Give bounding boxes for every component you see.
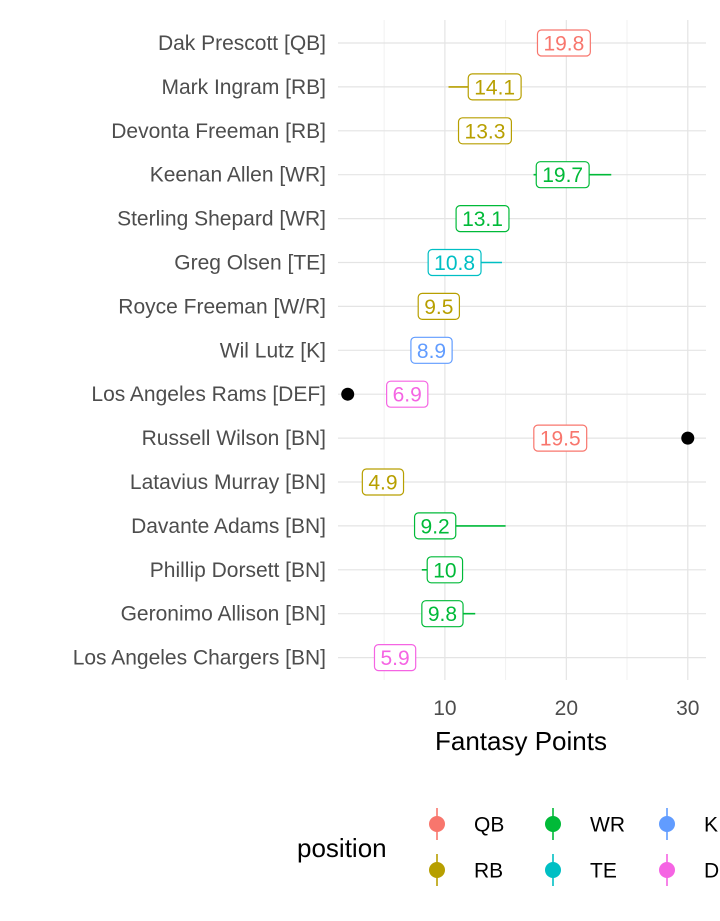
legend-entry: QB xyxy=(429,808,504,840)
player-mark: 9.8 xyxy=(421,600,476,628)
player-mark: 9.2 xyxy=(413,512,506,540)
actual-points-dot xyxy=(681,431,695,445)
legend-key-dot xyxy=(659,862,675,878)
data-label: 8.9 xyxy=(417,340,446,363)
data-label-box xyxy=(361,468,405,496)
data-label: 6.9 xyxy=(393,384,422,407)
data-label-box xyxy=(410,336,453,364)
legend-key-dot xyxy=(429,816,445,832)
y-tick-label: Devonta Freeman [RB] xyxy=(111,120,326,143)
legend-key-dot xyxy=(545,862,561,878)
y-tick-label: Mark Ingram [RB] xyxy=(161,76,326,99)
legend-label: K xyxy=(704,814,718,837)
player-mark: 13.3 xyxy=(457,117,512,145)
x-tick-label: 20 xyxy=(555,697,578,720)
data-label: 9.2 xyxy=(421,515,450,538)
player-mark: 19.5 xyxy=(533,424,695,452)
data-label-box xyxy=(455,205,510,233)
grid xyxy=(338,20,706,680)
player-mark: 8.9 xyxy=(410,336,453,364)
actual-points-dot xyxy=(341,387,355,401)
data-label: 4.9 xyxy=(368,472,397,495)
y-tick-label: Wil Lutz [K] xyxy=(220,339,326,362)
player-mark: 6.9 xyxy=(341,380,429,408)
legend-entry: K xyxy=(659,808,718,840)
data-label: 19.8 xyxy=(543,33,584,56)
data-label: 10 xyxy=(433,559,456,582)
player-mark: 14.1 xyxy=(448,73,522,101)
legend-title: position xyxy=(297,833,387,863)
y-tick-label: Los Angeles Chargers [BN] xyxy=(73,647,326,670)
y-tick-label: Dak Prescott [QB] xyxy=(158,32,326,55)
y-tick-label: Phillip Dorsett [BN] xyxy=(150,559,326,582)
data-label: 10.8 xyxy=(434,252,475,275)
data-label-box xyxy=(427,248,482,277)
y-axis-labels: Dak Prescott [QB] Mark Ingram [RB] Devonta… xyxy=(73,32,326,670)
legend-key-dot xyxy=(659,816,675,832)
data-label-box xyxy=(467,73,522,101)
legend-entry: DEF xyxy=(659,854,720,886)
data-marks: 19.8 14.1 13.3 19.7 13.1 10.8 9.5 8.9 6.9 19.5 4.9… xyxy=(341,29,695,672)
player-mark: 9.5 xyxy=(417,292,461,320)
data-label: 5.9 xyxy=(380,647,409,670)
player-mark: 5.9 xyxy=(373,643,417,672)
data-label-box xyxy=(386,380,429,408)
y-tick-label: Geronimo Allison [BN] xyxy=(121,603,326,626)
legend-keys: QB RB WR TE K DEF xyxy=(429,808,720,886)
data-label-box xyxy=(421,600,464,628)
legend-label: RB xyxy=(474,860,503,883)
player-mark: 10 xyxy=(421,556,464,584)
data-label-box xyxy=(373,643,417,672)
legend-label: DEF xyxy=(704,860,720,883)
legend: position QB RB WR TE K DEF xyxy=(297,808,720,886)
legend-label: QB xyxy=(474,814,504,837)
legend-entry: TE xyxy=(545,854,617,886)
y-tick-label: Russell Wilson [BN] xyxy=(142,427,326,450)
legend-entry: RB xyxy=(429,854,503,886)
player-mark: 4.9 xyxy=(361,468,405,496)
player-mark: 19.7 xyxy=(533,161,612,189)
data-label: 9.5 xyxy=(424,296,453,319)
data-label-box xyxy=(535,161,590,189)
y-tick-label: Davante Adams [BN] xyxy=(131,515,326,538)
y-tick-label: Royce Freeman [W/R] xyxy=(118,295,326,318)
y-tick-label: Greg Olsen [TE] xyxy=(174,252,326,275)
legend-key-dot xyxy=(429,862,445,878)
data-label-box xyxy=(533,424,588,452)
data-label: 19.7 xyxy=(542,164,583,187)
x-tick-label: 10 xyxy=(433,697,456,720)
data-label-box xyxy=(457,117,512,145)
legend-key-dot xyxy=(545,816,561,832)
player-mark: 13.1 xyxy=(455,205,510,233)
legend-label: TE xyxy=(590,860,617,883)
legend-entry: WR xyxy=(545,808,625,840)
y-tick-label: Latavius Murray [BN] xyxy=(130,471,326,494)
player-mark: 10.8 xyxy=(427,248,502,277)
data-label: 19.5 xyxy=(540,428,581,451)
x-tick-label: 30 xyxy=(676,697,699,720)
data-label: 13.3 xyxy=(465,120,506,143)
data-label: 14.1 xyxy=(474,76,515,99)
x-axis-title: Fantasy Points xyxy=(435,726,607,756)
y-tick-label: Los Angeles Rams [DEF] xyxy=(91,383,326,406)
legend-label: WR xyxy=(590,814,625,837)
data-label: 13.1 xyxy=(462,208,503,231)
data-label-box xyxy=(426,556,464,584)
y-tick-label: Sterling Shepard [WR] xyxy=(117,208,326,231)
data-label-box xyxy=(413,512,457,540)
x-axis-ticks: 10 20 30 xyxy=(433,697,699,720)
player-mark: 19.8 xyxy=(536,29,591,57)
data-label-box xyxy=(536,29,591,57)
y-tick-label: Keenan Allen [WR] xyxy=(150,164,326,187)
data-label-box xyxy=(417,292,461,320)
data-label: 9.8 xyxy=(428,603,457,626)
